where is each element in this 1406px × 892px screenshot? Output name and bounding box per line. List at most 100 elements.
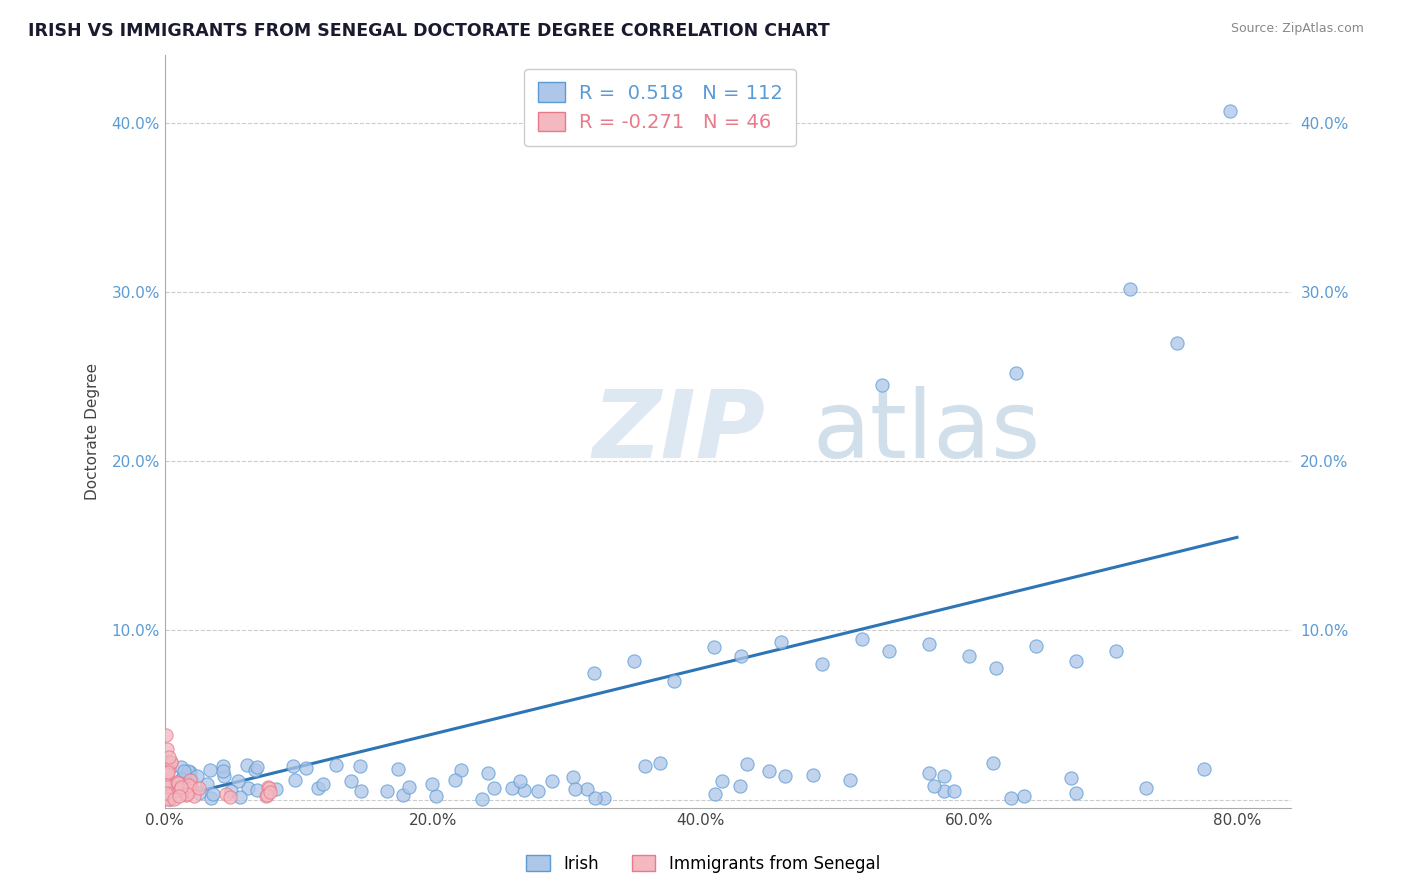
Point <box>1219 103 1241 118</box>
Point <box>561 770 583 784</box>
Point <box>177 784 200 798</box>
Point <box>387 762 409 776</box>
Point <box>157 762 180 776</box>
Point <box>981 756 1004 770</box>
Point <box>157 755 180 769</box>
Point <box>218 790 240 805</box>
Point <box>350 784 373 798</box>
Point <box>703 640 725 655</box>
Point <box>159 755 181 769</box>
Point <box>173 764 195 778</box>
Point <box>157 788 180 802</box>
Point <box>159 791 181 805</box>
Point <box>166 774 188 789</box>
Point <box>183 789 205 803</box>
Point <box>922 779 945 793</box>
Point <box>177 778 200 792</box>
Point <box>1166 335 1188 350</box>
Point <box>1025 639 1047 653</box>
Point <box>155 766 177 780</box>
Point <box>176 777 198 791</box>
Point <box>375 784 398 798</box>
Point <box>918 637 941 651</box>
Point <box>177 782 200 797</box>
Point <box>942 784 965 798</box>
Point <box>256 789 278 803</box>
Point <box>509 774 531 789</box>
Point <box>156 755 179 769</box>
Point <box>157 764 180 779</box>
Point <box>188 781 211 796</box>
Point <box>159 789 181 803</box>
Point <box>212 764 235 779</box>
Point <box>1060 771 1083 785</box>
Point <box>155 728 177 742</box>
Point <box>156 765 179 780</box>
Point <box>155 774 177 789</box>
Point <box>157 789 180 803</box>
Point <box>541 774 564 789</box>
Point <box>201 787 224 801</box>
Point <box>243 763 266 777</box>
Point <box>758 764 780 779</box>
Point <box>157 750 180 764</box>
Point <box>728 779 751 793</box>
Point <box>501 781 523 796</box>
Point <box>214 788 236 802</box>
Point <box>582 665 605 680</box>
Point <box>163 792 186 806</box>
Point <box>157 792 180 806</box>
Point <box>312 777 335 791</box>
Point <box>1135 780 1157 795</box>
Point <box>246 760 269 774</box>
Point <box>526 783 548 797</box>
Point <box>155 778 177 792</box>
Point <box>229 789 252 804</box>
Point <box>918 765 941 780</box>
Point <box>870 378 893 392</box>
Point <box>1000 791 1022 805</box>
Point <box>195 777 218 791</box>
Point <box>155 789 177 803</box>
Point <box>984 660 1007 674</box>
Point <box>198 763 221 777</box>
Point <box>180 780 202 795</box>
Legend: R =  0.518   N = 112, R = -0.271   N = 46: R = 0.518 N = 112, R = -0.271 N = 46 <box>524 69 796 145</box>
Point <box>851 632 873 646</box>
Point <box>211 759 233 773</box>
Point <box>325 757 347 772</box>
Point <box>155 765 177 780</box>
Point <box>1119 282 1142 296</box>
Point <box>179 772 201 787</box>
Point <box>477 766 499 780</box>
Point <box>219 784 242 798</box>
Point <box>160 786 183 800</box>
Point <box>810 657 832 672</box>
Point <box>254 789 277 803</box>
Point <box>167 789 190 803</box>
Point <box>180 773 202 788</box>
Point <box>246 783 269 797</box>
Point <box>157 775 180 789</box>
Point <box>236 780 259 795</box>
Point <box>283 759 305 773</box>
Point <box>398 780 420 794</box>
Point <box>1105 644 1128 658</box>
Point <box>163 780 186 795</box>
Point <box>187 786 209 800</box>
Point <box>160 755 183 769</box>
Point <box>156 742 179 756</box>
Legend: Irish, Immigrants from Senegal: Irish, Immigrants from Senegal <box>520 848 886 880</box>
Text: Source: ZipAtlas.com: Source: ZipAtlas.com <box>1230 22 1364 36</box>
Point <box>420 777 443 791</box>
Point <box>392 788 415 802</box>
Point <box>170 772 193 786</box>
Point <box>235 758 257 772</box>
Point <box>801 767 824 781</box>
Point <box>159 789 181 803</box>
Point <box>226 773 249 788</box>
Point <box>648 756 671 771</box>
Point <box>212 769 235 783</box>
Point <box>1064 786 1087 800</box>
Point <box>703 787 725 801</box>
